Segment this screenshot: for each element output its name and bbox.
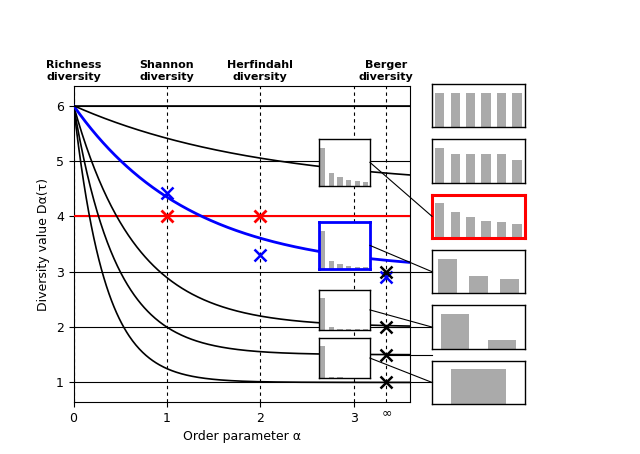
Text: Herfindahl
diversity: Herfindahl diversity — [227, 60, 293, 82]
Bar — [466, 217, 476, 238]
X-axis label: Order parameter α: Order parameter α — [182, 430, 301, 443]
Text: Richness
diversity: Richness diversity — [46, 60, 101, 82]
Bar — [329, 377, 334, 378]
Bar — [329, 173, 334, 186]
Bar — [513, 93, 522, 127]
Text: $\infty$: $\infty$ — [381, 406, 392, 419]
Bar — [329, 262, 334, 269]
Bar — [435, 148, 444, 183]
Bar — [481, 93, 491, 127]
Bar — [320, 148, 326, 186]
Text: Shannon
diversity: Shannon diversity — [140, 60, 195, 82]
Bar — [466, 93, 476, 127]
Bar — [500, 280, 518, 293]
Bar — [438, 259, 457, 293]
Bar — [497, 154, 506, 183]
Bar — [355, 266, 360, 269]
Bar — [363, 329, 368, 330]
Bar — [329, 327, 334, 330]
Bar — [320, 298, 326, 330]
Text: Berger
diversity: Berger diversity — [359, 60, 413, 82]
Bar — [337, 377, 342, 378]
Bar — [451, 370, 506, 404]
Bar — [355, 181, 360, 186]
Bar — [481, 154, 491, 183]
Bar — [469, 276, 488, 293]
Bar — [363, 182, 368, 186]
Bar — [497, 222, 506, 238]
Bar — [320, 346, 326, 378]
Y-axis label: Diversity value Dα(τ): Diversity value Dα(τ) — [37, 178, 51, 311]
Bar — [435, 203, 444, 238]
Bar — [488, 340, 516, 349]
Bar — [513, 224, 522, 238]
Bar — [451, 154, 460, 183]
Bar — [442, 314, 469, 349]
Bar — [346, 180, 351, 186]
Bar — [451, 93, 460, 127]
Bar — [320, 231, 326, 269]
Bar — [363, 267, 368, 269]
Bar — [346, 266, 351, 269]
Bar — [355, 329, 360, 330]
Bar — [435, 93, 444, 127]
Bar — [337, 329, 342, 330]
Bar — [497, 93, 506, 127]
Bar — [337, 177, 342, 186]
Bar — [346, 329, 351, 330]
Bar — [466, 154, 476, 183]
Bar — [337, 264, 342, 269]
Bar — [513, 159, 522, 183]
Bar — [451, 212, 460, 238]
Bar — [481, 221, 491, 238]
